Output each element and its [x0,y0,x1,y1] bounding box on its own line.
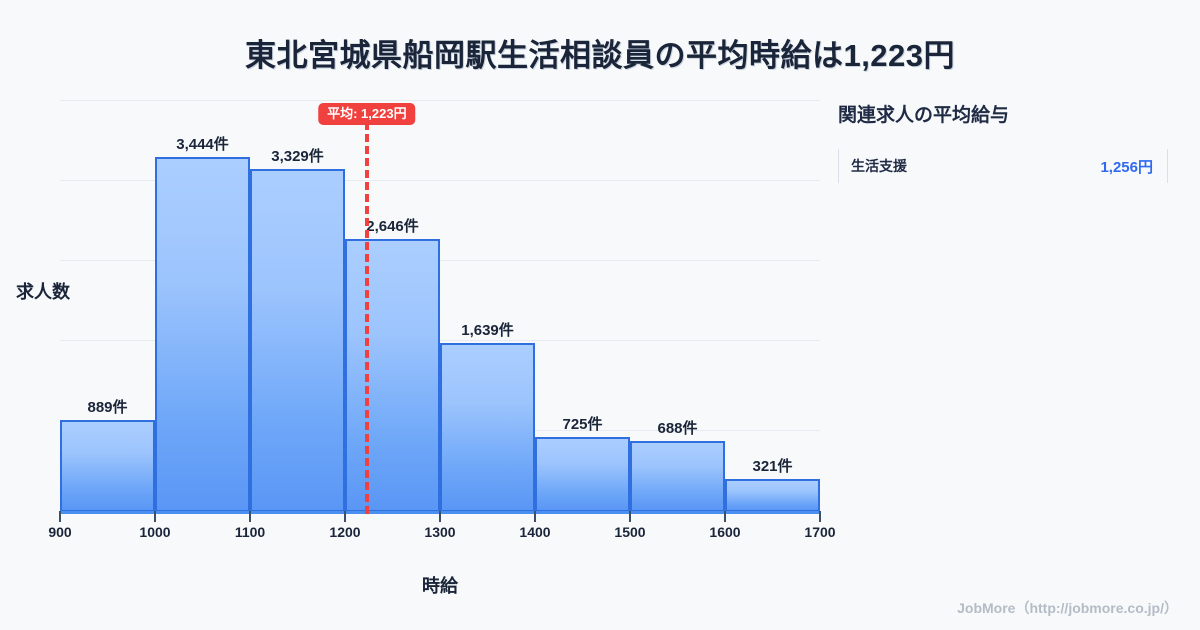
x-tick-label: 1000 [139,524,171,540]
x-tick-label: 900 [48,524,72,540]
histogram-bar [155,157,250,512]
bar-value-label: 725件 [562,416,603,434]
x-tick-mark [819,511,821,522]
x-axis-label: 時給 [422,576,458,596]
average-line [364,122,369,514]
x-tick-label: 1700 [804,524,836,540]
x-tick-mark [154,511,156,522]
related-salary-list: 生活支援 1,256円 [838,149,1168,183]
related-salary-panel: 関連求人の平均給与 生活支援 1,256円 [838,100,1168,183]
x-tick-label: 1600 [709,524,741,540]
histogram-plot-area [60,90,820,512]
histogram-bar [250,169,345,512]
x-tick-mark [249,511,251,522]
x-tick-mark [59,511,61,522]
x-tick-label: 1200 [329,524,361,540]
gridline [60,260,820,261]
page-title: 東北宮城県船岡駅生活相談員の平均時給は1,223円 [244,38,956,73]
x-tick-label: 1100 [234,524,266,540]
bar-value-label: 3,329件 [271,148,324,166]
average-badge: 平均: 1,223円 [318,103,416,125]
footer-credit: JobMore（http://jobmore.co.jp/） [957,600,1178,616]
bar-value-label: 889件 [87,399,128,417]
gridline [60,100,820,101]
bar-value-label: 1,639件 [461,322,514,340]
y-axis-label: 求人数 [16,282,70,302]
x-tick-mark [439,511,441,522]
histogram-bar [535,437,630,512]
related-salary-title: 関連求人の平均給与 [838,105,1010,126]
x-tick-mark [629,511,631,522]
bar-value-label: 688件 [657,420,698,438]
x-tick-mark [534,511,536,522]
histogram-bar [345,239,440,512]
histogram-bar [440,343,535,512]
salary-row-value: 1,256円 [1100,158,1153,176]
histogram-bar [725,478,820,512]
gridline [60,340,820,341]
x-tick-label: 1500 [614,524,646,540]
x-tick-label: 1400 [519,524,551,540]
salary-row-name: 生活支援 [851,158,907,174]
bar-value-label: 321件 [752,457,793,475]
x-tick-label: 1300 [424,524,456,540]
x-tick-mark [724,511,726,522]
bar-value-label: 2,646件 [366,218,419,236]
bar-value-label: 3,444件 [176,136,229,154]
histogram-bar [60,420,155,512]
salary-row[interactable]: 生活支援 1,256円 [838,149,1168,183]
histogram-bar [630,441,725,512]
gridline [60,180,820,181]
x-tick-mark [344,511,346,522]
